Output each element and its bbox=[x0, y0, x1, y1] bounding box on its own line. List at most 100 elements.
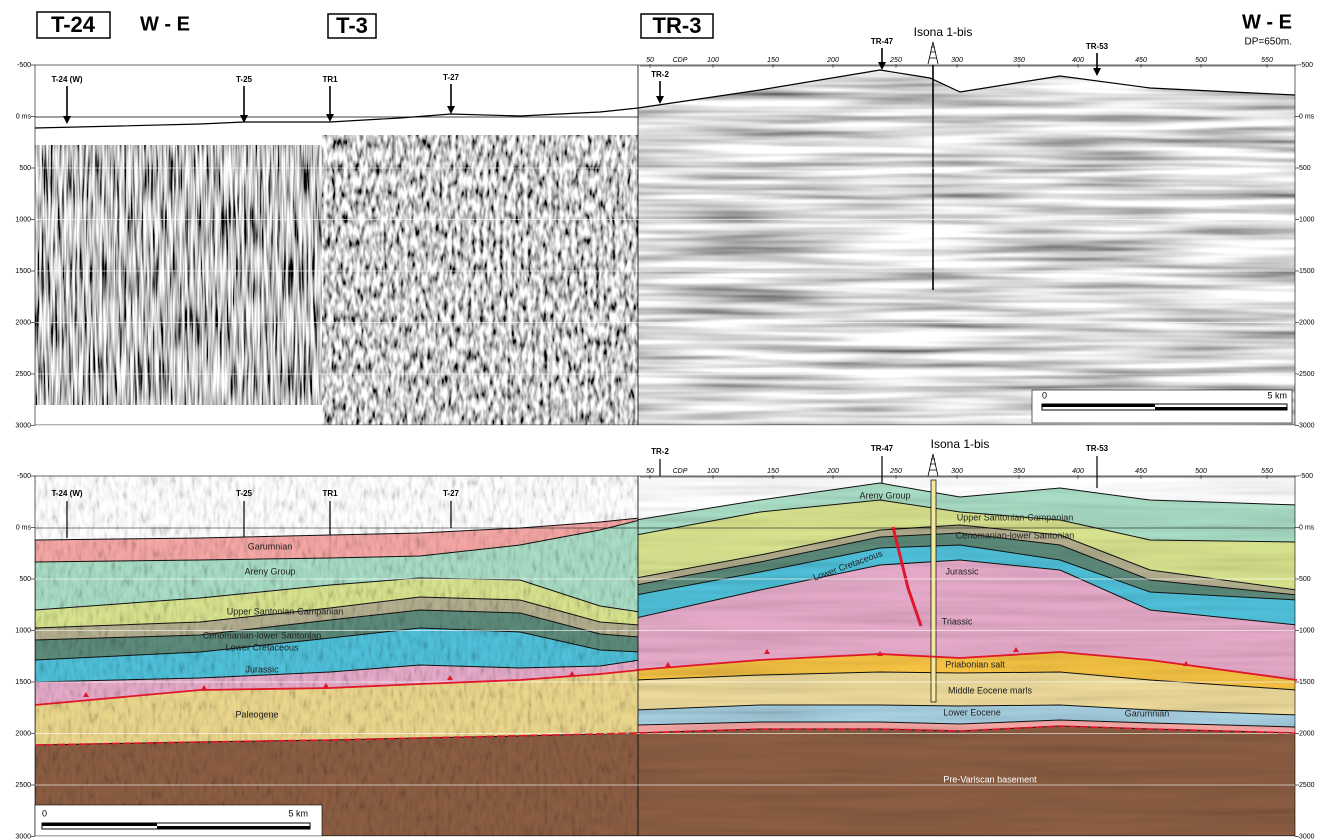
y-tick-label: 1500 bbox=[1299, 268, 1315, 275]
scale-label: 0 bbox=[1042, 390, 1047, 400]
formation-label: Cenomanian-lower Santonian bbox=[203, 630, 322, 640]
cdp-label: 300 bbox=[951, 468, 963, 475]
body: T-24 W - E T-3 TR-3 W - E DP=650m. 0 5 k… bbox=[0, 0, 1325, 839]
cdp-label: 50 bbox=[646, 57, 654, 64]
well-label: T-24 (W) bbox=[51, 75, 82, 84]
y-tick-label: 0 ms bbox=[1299, 524, 1315, 531]
y-tick-label: 0 ms bbox=[1299, 113, 1315, 120]
formation-label: Paleogene bbox=[235, 709, 278, 719]
header: W - E bbox=[140, 13, 190, 35]
cdp-label: 450 bbox=[1135, 57, 1147, 64]
well-name: Isona 1-bis bbox=[931, 437, 990, 451]
y-tick-label: 500 bbox=[1299, 576, 1311, 583]
formation-label: Cenomanian-lower Santonian bbox=[956, 530, 1075, 540]
y-tick-label: 2500 bbox=[1299, 371, 1315, 378]
seismic-tr3-clip bbox=[638, 65, 1295, 425]
cdp-label: 200 bbox=[826, 468, 839, 475]
formation-label: Middle Eocene marls bbox=[948, 685, 1033, 695]
y-tick-label: -500 bbox=[1299, 473, 1313, 480]
cdp-label: 150 bbox=[767, 468, 779, 475]
scale-bar bbox=[157, 826, 310, 829]
topography bbox=[35, 108, 638, 128]
well-label: T-27 bbox=[443, 73, 460, 82]
y-tick-label: 1000 bbox=[1299, 627, 1315, 634]
formation-label: Jurassic bbox=[945, 566, 979, 576]
derrick bbox=[928, 454, 938, 476]
scale-bar bbox=[1155, 407, 1287, 410]
cdp-label: 400 bbox=[1072, 468, 1084, 475]
y-tick-label: 2000 bbox=[15, 730, 31, 737]
y-tick-label: 0 ms bbox=[16, 113, 32, 120]
well-label: T-25 bbox=[236, 75, 253, 84]
y-tick-label: -500 bbox=[1299, 62, 1313, 69]
cdp-label: 350 bbox=[1013, 57, 1025, 64]
well-label: T-27 bbox=[443, 489, 460, 498]
cdp-label: 100 bbox=[707, 57, 719, 64]
y-tick-label: 3000 bbox=[1299, 833, 1315, 839]
y-tick-label: 1500 bbox=[15, 679, 31, 686]
well-label: T-25 bbox=[236, 489, 253, 498]
y-tick-label: 3000 bbox=[15, 422, 31, 429]
y-tick-label: 2500 bbox=[15, 371, 31, 378]
cdp-label: 450 bbox=[1135, 468, 1147, 475]
y-tick-label: 500 bbox=[1299, 165, 1311, 172]
scale-box bbox=[35, 805, 322, 836]
cdp-label: 100 bbox=[707, 468, 719, 475]
header: W - E bbox=[1242, 11, 1292, 33]
scale-label: 5 km bbox=[1267, 390, 1287, 400]
formation-label: Upper Santonian-Campanian bbox=[957, 512, 1074, 522]
formation-label: Areny Group bbox=[244, 566, 295, 576]
y-tick-label: 3000 bbox=[15, 833, 31, 839]
cdp-label: 250 bbox=[889, 57, 902, 64]
well-arrowhead bbox=[447, 106, 455, 114]
formation-label: Upper Santonian-Campanian bbox=[227, 606, 344, 616]
derrick bbox=[928, 42, 938, 64]
formation-label: Triassic bbox=[942, 616, 973, 626]
well-label: TR-2 bbox=[651, 447, 669, 456]
cdp-label: CDP bbox=[673, 468, 688, 475]
dp-label: DP=650m. bbox=[1244, 37, 1292, 48]
cdp-label: 200 bbox=[826, 57, 839, 64]
cdp-label: 550 bbox=[1261, 57, 1273, 64]
scale-bar bbox=[1042, 404, 1155, 407]
layers-left bbox=[35, 476, 640, 836]
well-arrowhead bbox=[63, 116, 71, 124]
cdp-label: 500 bbox=[1195, 468, 1207, 475]
cdp-label: 50 bbox=[646, 468, 654, 475]
y-tick-label: 2000 bbox=[1299, 319, 1315, 326]
well-label: TR-47 bbox=[871, 37, 894, 46]
well-label: T-24 (W) bbox=[51, 489, 82, 498]
cdp-label: 400 bbox=[1072, 57, 1084, 64]
cdp-label: 550 bbox=[1261, 468, 1273, 475]
header: T-24 bbox=[51, 12, 96, 37]
formation-label: Areny Group bbox=[859, 490, 910, 500]
formation-label: Jurassic bbox=[245, 664, 279, 674]
seismic-overlay bbox=[35, 476, 638, 836]
cdp-label: 150 bbox=[767, 57, 779, 64]
y-tick-label: 0 ms bbox=[16, 524, 32, 531]
scale-label: 0 bbox=[42, 808, 47, 818]
cdp-label: 500 bbox=[1195, 57, 1207, 64]
well-path bbox=[931, 480, 936, 702]
seismic-t3 bbox=[322, 135, 638, 425]
y-tick-label: 3000 bbox=[1299, 422, 1315, 429]
cdp-label: 350 bbox=[1013, 468, 1025, 475]
y-tick-label: -500 bbox=[17, 62, 31, 69]
formation-label: Lower Eocene bbox=[943, 707, 1001, 717]
well-label: TR-2 bbox=[651, 70, 669, 79]
y-tick-label: 1000 bbox=[15, 216, 31, 223]
figure: T-24 W - E T-3 TR-3 W - E DP=650m. 0 5 k… bbox=[0, 0, 1325, 839]
formation-label: Garumnian bbox=[1125, 708, 1170, 718]
seismic-tr3 bbox=[638, 65, 1295, 425]
well-label: TR-53 bbox=[1086, 444, 1109, 453]
well-arrowhead bbox=[656, 96, 664, 104]
well-label: TR-53 bbox=[1086, 42, 1109, 51]
formation-label: Garumnian bbox=[248, 541, 293, 551]
cdp-label: 300 bbox=[951, 57, 963, 64]
y-tick-label: 1000 bbox=[1299, 216, 1315, 223]
scale-bar bbox=[42, 823, 157, 826]
formation-label: Pre-Variscan basement bbox=[943, 774, 1037, 784]
well-arrowhead bbox=[326, 114, 334, 122]
y-tick-label: 2000 bbox=[15, 319, 31, 326]
y-tick-label: 2000 bbox=[1299, 730, 1315, 737]
